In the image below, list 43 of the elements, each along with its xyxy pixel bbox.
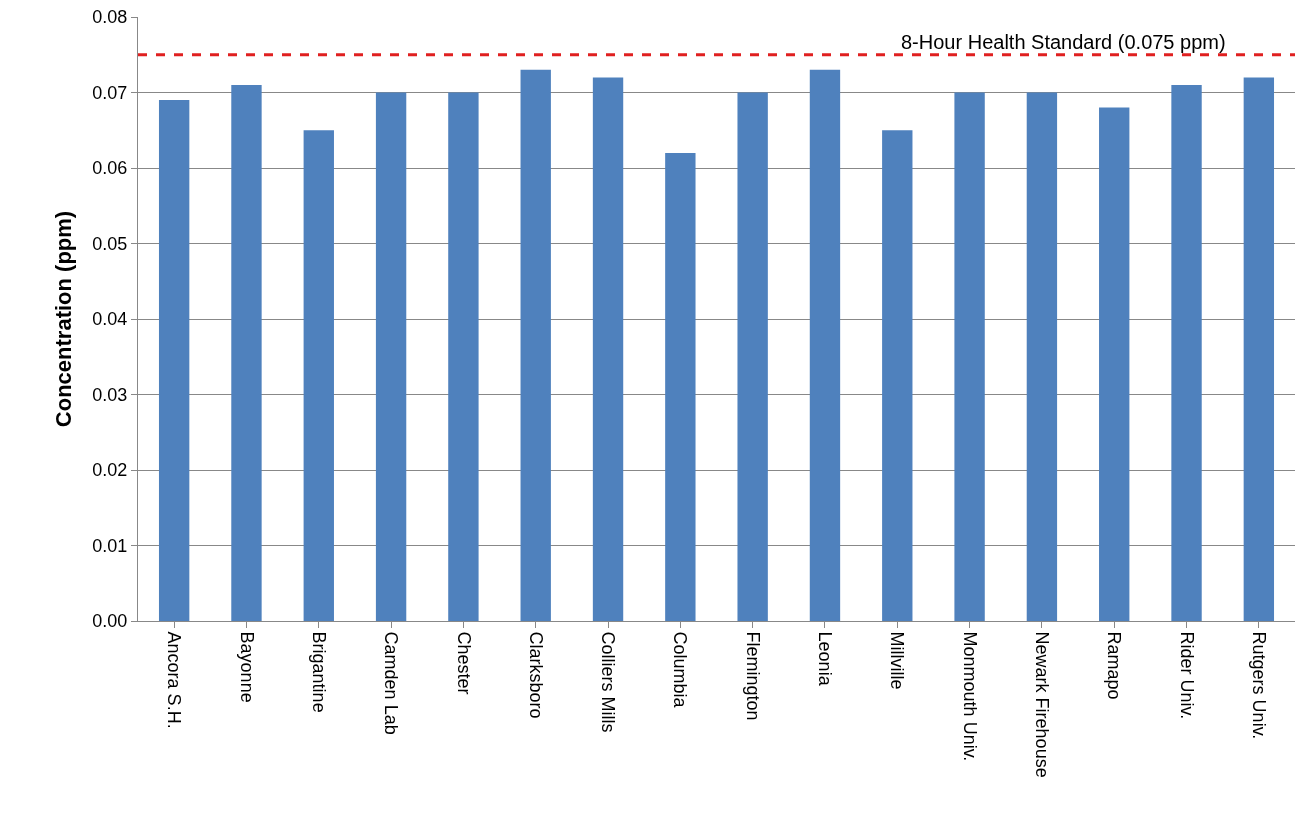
x-tick-label: Chester [453, 631, 474, 695]
bar [1099, 107, 1130, 621]
x-tick-label: Ancora S.H. [164, 631, 185, 729]
bar [592, 77, 624, 621]
x-tick-label: Monmouth Univ. [959, 631, 980, 762]
y-tick-label: 0.08 [92, 7, 128, 28]
y-tick-label: 0.02 [92, 460, 128, 481]
y-tick-label: 0.03 [92, 384, 128, 405]
x-tick-label: Flemington [742, 631, 763, 721]
x-tick-label: Columbia [670, 631, 691, 709]
bar [882, 130, 913, 621]
x-tick-label: Bayonne [236, 631, 257, 703]
bar [303, 130, 334, 621]
x-tick-label: Colliers Mills [598, 631, 619, 733]
x-tick-label: Newark Firehouse [1032, 631, 1053, 778]
y-tick-label: 0.07 [92, 82, 128, 103]
y-axis-title: Concentration (ppm) [51, 210, 77, 428]
x-tick-label: Rutgers Univ. [1248, 631, 1269, 740]
y-tick-label: 0.01 [92, 535, 128, 556]
x-tick-label: Leonia [815, 631, 836, 687]
y-tick-label: 0.06 [92, 158, 128, 179]
x-tick-label: Millville [887, 631, 908, 690]
x-tick-label: Clarksboro [525, 631, 546, 719]
bar [520, 69, 551, 621]
x-tick-label: Brigantine [308, 631, 329, 713]
bar [1171, 84, 1202, 621]
bar [158, 100, 190, 621]
y-tick-label: 0.05 [92, 233, 128, 254]
bar [1026, 92, 1058, 621]
bar [1243, 77, 1275, 621]
ref-line-label: 8-Hour Health Standard (0.075 ppm) [901, 31, 1226, 53]
bar [737, 92, 768, 621]
y-tick-label: 0.00 [92, 611, 128, 632]
bar [665, 152, 696, 621]
bar [231, 84, 262, 621]
x-tick-label: Rider Univ. [1176, 631, 1197, 720]
x-tick-label: Ramapo [1104, 631, 1125, 700]
bar [448, 92, 479, 621]
x-tick-label: Camden Lab [381, 631, 402, 735]
bar [809, 69, 841, 621]
bar [954, 92, 985, 621]
bar [375, 92, 407, 621]
y-tick-label: 0.04 [92, 309, 128, 330]
